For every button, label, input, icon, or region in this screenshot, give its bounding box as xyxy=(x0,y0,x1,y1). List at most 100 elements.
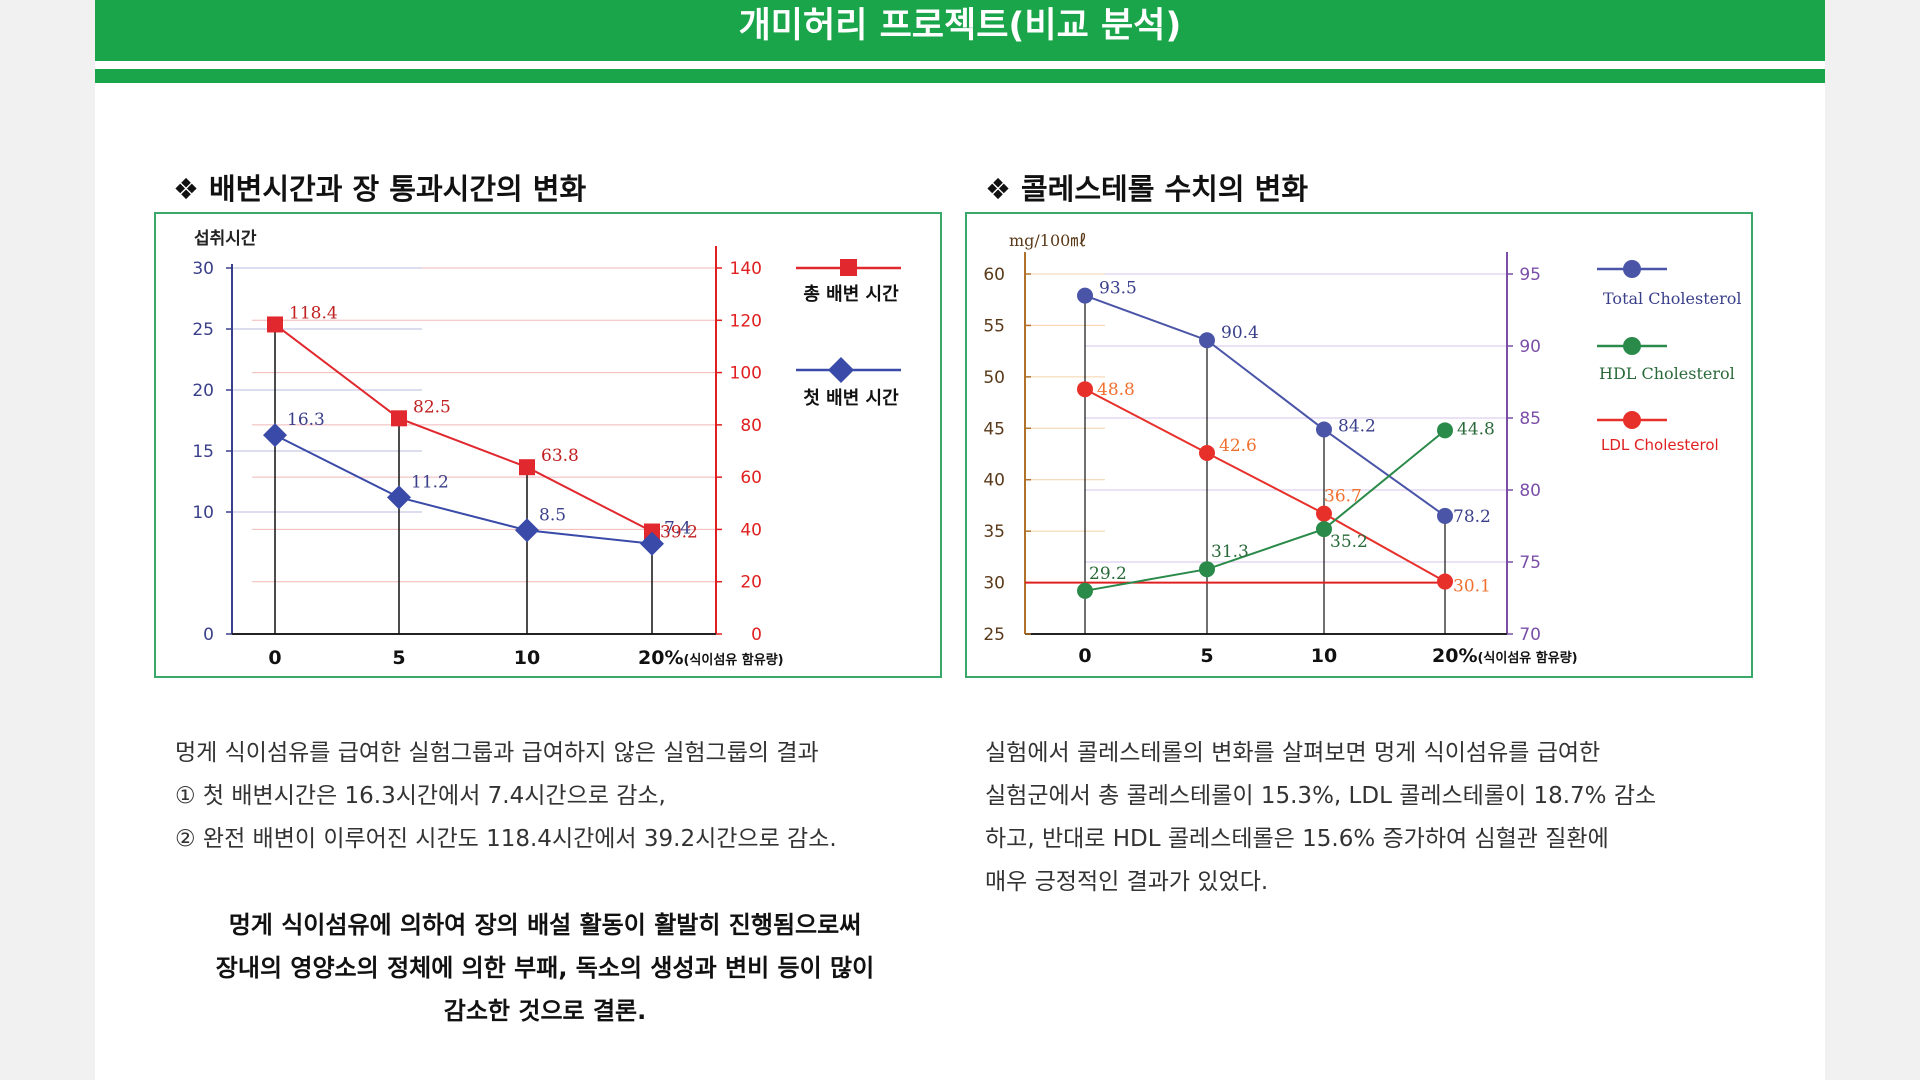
y-tick-label-right: 0 xyxy=(751,625,762,645)
data-point-total-bowel xyxy=(644,523,660,540)
section-title-text: 콜레스테롤 수치의 변화 xyxy=(1021,172,1308,206)
y-tick-label-left: 25 xyxy=(192,320,214,340)
y-tick-label-right: 40 xyxy=(740,520,762,540)
y-tick-label-left: 30 xyxy=(192,259,214,279)
data-label-hdl-cholesterol: 31.3 xyxy=(1211,542,1249,562)
paragraph-line: 실험군에서 총 콜레스테롤이 15.3%, LDL 콜레스테롤이 18.7% 감… xyxy=(985,783,1657,809)
bowel-conclusion: 멍게 식이섬유에 의하여 장의 배설 활동이 활발히 진행됨으로써 장내의 영양… xyxy=(155,904,935,1033)
legend-label-total-bowel: 총 배변 시간 xyxy=(803,284,899,305)
x-axis-suffix: (식이섬유 함유량) xyxy=(1477,650,1577,666)
y-tick-label-left: 30 xyxy=(983,574,1005,594)
y-tick-label-left: 35 xyxy=(983,522,1005,542)
x-axis-suffix: (식이섬유 함유량) xyxy=(683,652,783,668)
x-tick-label: 0 xyxy=(1078,645,1091,667)
y-tick-label-left: 10 xyxy=(192,503,214,523)
data-point-ldl-cholesterol xyxy=(1077,381,1093,398)
y-tick-label-right: 85 xyxy=(1519,409,1541,429)
data-point-first-bowel xyxy=(515,518,539,543)
bowel-result-paragraph: 멍게 식이섬유를 급여한 실험그룹과 급여하지 않은 실험그룹의 결과 ① 첫 … xyxy=(175,732,837,861)
y-tick-label-right: 100 xyxy=(730,364,762,384)
legend-label-ldl-cholesterol: LDL Cholesterol xyxy=(1601,436,1719,454)
data-point-total-cholesterol xyxy=(1077,287,1093,304)
legend-label-first-bowel: 첫 배변 시간 xyxy=(803,388,899,409)
data-point-hdl-cholesterol xyxy=(1316,521,1332,538)
x-tick-label: 10 xyxy=(514,647,540,669)
y-tick-label-right: 95 xyxy=(1519,265,1541,285)
data-label-ldl-cholesterol: 42.6 xyxy=(1219,436,1257,456)
data-label-ldl-cholesterol: 30.1 xyxy=(1453,577,1491,597)
x-tick-label: 20%(식이섬유 함유량) xyxy=(638,647,784,669)
data-label-first-bowel: 7.4 xyxy=(664,519,691,539)
data-label-first-bowel: 11.2 xyxy=(411,472,449,492)
bowel-time-chart-svg: 섭취시간 0 10 15 20 25 30 0 20 40 60 80 100 120 140 0 5 10 20%… xyxy=(192,228,901,669)
data-label-first-bowel: 8.5 xyxy=(539,505,566,525)
data-point-ldl-cholesterol xyxy=(1316,505,1332,522)
legend-label-hdl-cholesterol: HDL Cholesterol xyxy=(1599,364,1735,383)
paragraph-line: 매우 긍정적인 결과가 있었다. xyxy=(985,869,1269,895)
y-tick-label-right: 20 xyxy=(740,573,762,593)
data-point-first-bowel xyxy=(263,423,287,448)
data-label-total-bowel: 118.4 xyxy=(289,303,338,323)
cholesterol-result-paragraph: 실험에서 콜레스테롤의 변화를 살펴보면 멍게 식이섬유를 급여한 실험군에서 … xyxy=(985,732,1656,904)
y-tick-label-right: 80 xyxy=(740,416,762,436)
section-title-text: 배변시간과 장 통과시간의 변화 xyxy=(209,172,587,206)
legend-marker-total-bowel xyxy=(840,259,857,276)
bowel-time-chart: 섭취시간 0 10 15 20 25 30 0 20 40 60 80 100 120 140 0 5 10 20%… xyxy=(154,212,942,678)
data-point-hdl-cholesterol xyxy=(1437,422,1453,439)
document-page: 개미허리 프로젝트(비교 분석) ❖ 배변시간과 장 통과시간의 변화 섭취시간 0… xyxy=(95,0,1825,1080)
data-label-total-bowel: 63.8 xyxy=(541,446,579,466)
conclusion-line: 멍게 식이섬유에 의하여 장의 배설 활동이 활발히 진행됨으로써 xyxy=(228,911,862,939)
data-point-total-bowel xyxy=(391,410,407,427)
legend-marker-hdl-cholesterol xyxy=(1623,337,1641,355)
data-point-total-cholesterol xyxy=(1316,421,1332,438)
data-label-hdl-cholesterol: 44.8 xyxy=(1457,419,1495,439)
paragraph-line: 하고, 반대로 HDL 콜레스테롤은 15.6% 증가하여 심혈관 질환에 xyxy=(985,826,1609,852)
banner-divider xyxy=(95,69,1825,83)
x-tick-label: 20%(식이섬유 함유량) xyxy=(1432,645,1578,667)
legend-label-total-cholesterol: Total Cholesterol xyxy=(1603,289,1742,308)
y-tick-label-right: 75 xyxy=(1519,553,1541,573)
data-label-first-bowel: 16.3 xyxy=(287,410,325,430)
data-point-hdl-cholesterol xyxy=(1077,582,1093,599)
y-tick-label-left: 55 xyxy=(983,316,1005,336)
section-title-bowel: ❖ 배변시간과 장 통과시간의 변화 xyxy=(173,166,586,208)
data-point-first-bowel xyxy=(640,531,664,556)
y-tick-label-left: 60 xyxy=(983,265,1005,285)
data-label-ldl-cholesterol: 36.7 xyxy=(1324,487,1362,507)
y-tick-label-left: 20 xyxy=(192,381,214,401)
paragraph-line: 실험에서 콜레스테롤의 변화를 살펴보면 멍게 식이섬유를 급여한 xyxy=(985,740,1601,766)
cholesterol-chart-svg: mg/100㎖ 25 30 35 40 45 50 55 60 70 75 80 85 90 95 0 5 10 2… xyxy=(983,231,1742,667)
data-point-hdl-cholesterol xyxy=(1199,561,1215,578)
y-tick-label-left: 15 xyxy=(192,442,214,462)
series-line-ldl-cholesterol xyxy=(1084,388,1446,583)
data-label-hdl-cholesterol: 29.2 xyxy=(1089,564,1127,584)
y-tick-label-left: 50 xyxy=(983,368,1005,388)
y-axis-left-label: 섭취시간 xyxy=(194,228,257,249)
data-point-total-bowel xyxy=(267,316,283,333)
paragraph-line: ② 완전 배변이 이루어진 시간도 118.4시간에서 39.2시간으로 감소. xyxy=(175,826,837,852)
y-tick-label-left: 45 xyxy=(983,419,1005,439)
y-tick-label-right: 90 xyxy=(1519,337,1541,357)
y-tick-label-left: 25 xyxy=(983,625,1005,645)
legend-marker-ldl-cholesterol xyxy=(1623,411,1641,429)
y-tick-label-right: 70 xyxy=(1519,625,1541,645)
section-title-cholesterol: ❖ 콜레스테롤 수치의 변화 xyxy=(985,166,1308,208)
y-tick-label-left: 40 xyxy=(983,471,1005,491)
data-point-ldl-cholesterol xyxy=(1199,444,1215,461)
legend-marker-first-bowel xyxy=(828,357,854,383)
legend-marker-total-cholesterol xyxy=(1623,260,1641,278)
data-point-total-cholesterol xyxy=(1199,332,1215,349)
data-label-total-cholesterol: 93.5 xyxy=(1099,279,1137,299)
bullet-icon: ❖ xyxy=(985,172,1011,206)
series-line-hdl-cholesterol xyxy=(1084,429,1446,592)
data-label-total-cholesterol: 78.2 xyxy=(1453,507,1491,527)
x-tick-label: 5 xyxy=(392,647,405,669)
conclusion-line: 감소한 것으로 결론. xyxy=(443,997,647,1025)
data-label-total-cholesterol: 90.4 xyxy=(1221,323,1259,343)
data-point-first-bowel xyxy=(387,485,411,510)
x-tick-label: 0 xyxy=(268,647,281,669)
data-point-total-cholesterol xyxy=(1437,507,1453,524)
y-tick-label-right: 140 xyxy=(730,259,762,279)
y-axis-left-label: mg/100㎖ xyxy=(1009,231,1086,250)
series-line-total-cholesterol xyxy=(1084,294,1446,517)
